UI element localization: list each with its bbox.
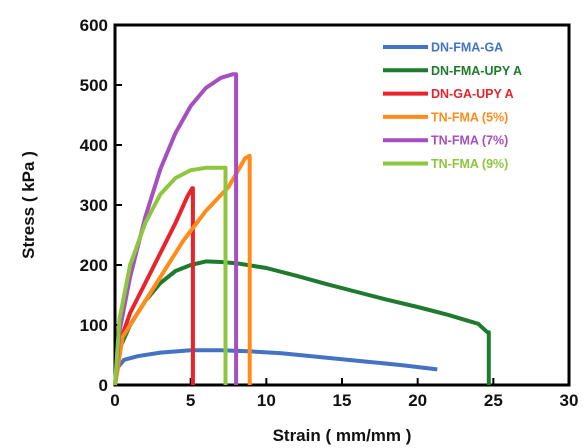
legend-label: DN-FMA-UPY A [431, 64, 522, 78]
y-tick-label: 0 [99, 376, 108, 395]
y-tick-label: 500 [80, 76, 108, 95]
legend-label: TN-FMA (7%) [431, 134, 508, 148]
series-line-tn-fma-9 [113, 165, 228, 386]
legend-item: DN-GA-UPY A [383, 87, 514, 101]
y-tick-label: 100 [80, 316, 108, 335]
series-line-tn-fma-7 [113, 72, 239, 386]
x-tick-label: 20 [408, 391, 427, 410]
legend-item: TN-FMA (7%) [383, 134, 508, 148]
legend-item: TN-FMA (9%) [383, 157, 508, 171]
x-tick-label: 15 [333, 391, 352, 410]
legend-label: DN-GA-UPY A [431, 87, 514, 101]
legend-item: DN-FMA-UPY A [383, 64, 522, 78]
x-tick-label: 10 [257, 391, 276, 410]
legend-label: TN-FMA (5%) [431, 110, 508, 124]
x-tick-label: 0 [110, 391, 119, 410]
legend-label: TN-FMA (9%) [431, 157, 508, 171]
series-line-dn-fma-ga [113, 348, 438, 386]
y-tick-label: 600 [80, 16, 108, 35]
legend: DN-FMA-GA DN-FMA-UPY A DN-GA-UPY A TN-FMA (… [383, 41, 522, 171]
series-line-dn-ga-upy-a [113, 186, 195, 386]
legend-item: TN-FMA (5%) [383, 110, 508, 124]
x-tick-label: 5 [186, 391, 195, 410]
series-layer [113, 72, 491, 386]
legend-label: DN-FMA-GA [431, 41, 503, 55]
legend-item: DN-FMA-GA [383, 41, 503, 55]
series-line-tn-fma-5 [113, 153, 252, 386]
series-line-dn-fma-upy-a [113, 259, 491, 386]
y-axis-title: Stress ( kPa ) [19, 151, 38, 259]
y-tick-label: 200 [80, 256, 108, 275]
x-tick-label: 30 [560, 391, 579, 410]
y-tick-label: 400 [80, 136, 108, 155]
y-tick-label: 300 [80, 196, 108, 215]
x-tick-label: 25 [484, 391, 503, 410]
x-axis-title: Strain ( mm/mm ) [273, 426, 412, 445]
